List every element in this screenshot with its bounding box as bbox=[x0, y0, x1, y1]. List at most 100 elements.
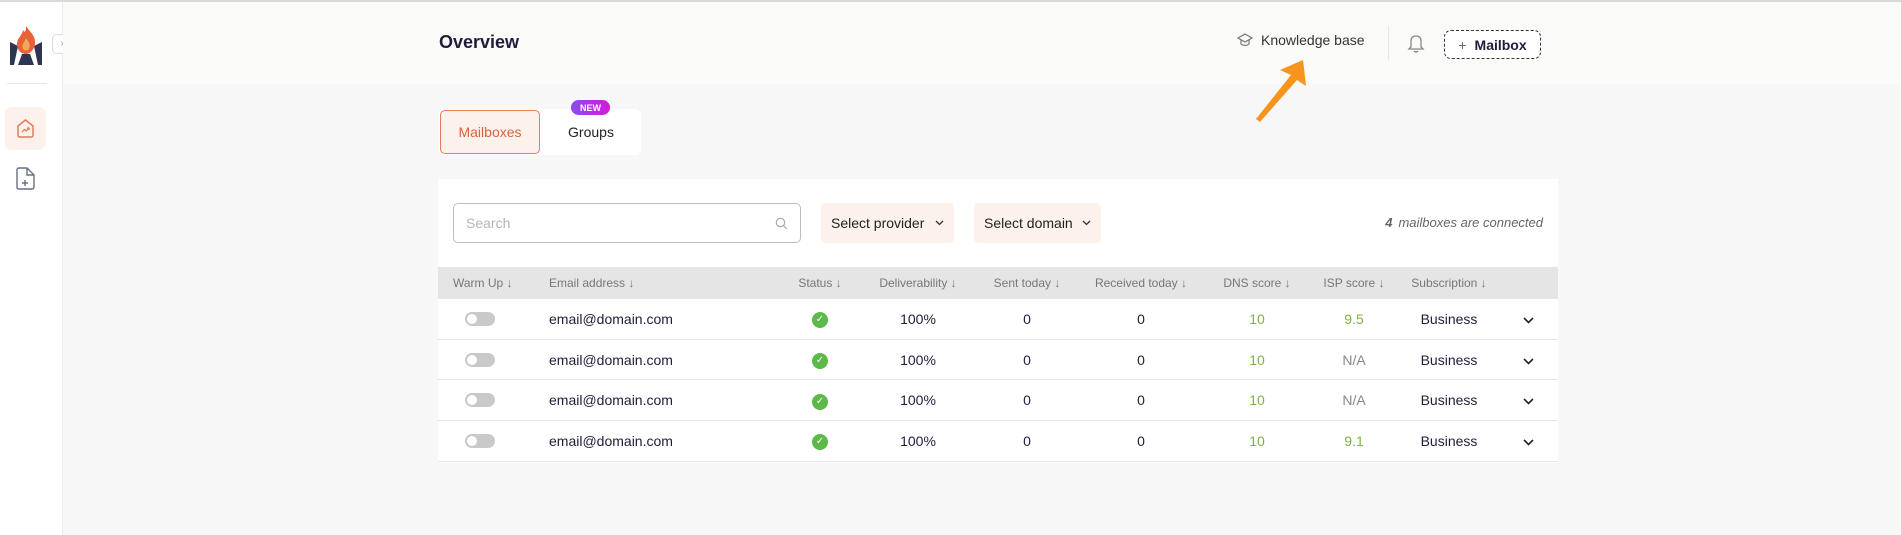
search-input[interactable]: Search bbox=[453, 203, 801, 243]
sidebar: › bbox=[0, 2, 72, 535]
table-row: email@domain.com ✓ 100% 0 0 10 N/A Busin… bbox=[438, 340, 1558, 381]
logo-icon bbox=[10, 26, 42, 65]
expand-row-button[interactable] bbox=[1510, 311, 1546, 327]
deliverability: 100% bbox=[900, 351, 936, 368]
chevron-down-icon bbox=[1522, 317, 1534, 324]
provider-select[interactable]: Select provider bbox=[821, 203, 954, 243]
bell-icon[interactable] bbox=[1405, 32, 1427, 54]
isp-score: N/A bbox=[1342, 392, 1366, 409]
table-row: email@domain.com ✓ 100% 0 0 10 9.5 Busin… bbox=[438, 299, 1558, 340]
column-label: Received today bbox=[1094, 276, 1178, 290]
mailboxes-card: Search Select provider Select domain 4 ma… bbox=[438, 179, 1558, 463]
search-icon bbox=[775, 217, 788, 229]
chevron-down-icon bbox=[1522, 357, 1534, 365]
email-address: email@domain.com bbox=[549, 432, 673, 449]
count-value: 4 bbox=[1385, 215, 1393, 230]
warmup-toggle[interactable] bbox=[438, 352, 530, 367]
expand-row-button[interactable] bbox=[1510, 352, 1546, 368]
column-label: Deliverability bbox=[879, 276, 948, 290]
subscription: Business bbox=[1420, 392, 1478, 409]
expand-row-button[interactable] bbox=[1510, 433, 1546, 449]
tab-mailboxes[interactable]: Mailboxes bbox=[440, 110, 540, 154]
deliverability: 100% bbox=[900, 432, 936, 449]
email-address: email@domain.com bbox=[549, 310, 673, 327]
column-label: DNS score bbox=[1223, 276, 1282, 290]
column-header-sent-today[interactable]: Sent today ↓ bbox=[993, 276, 1061, 290]
graduation-cap-icon bbox=[1237, 33, 1253, 47]
sent-today: 0 bbox=[1023, 432, 1031, 449]
column-label: Email address bbox=[549, 276, 626, 290]
deliverability: 100% bbox=[900, 310, 936, 327]
annotation-arrow-icon bbox=[1256, 60, 1306, 122]
received-today: 0 bbox=[1137, 432, 1145, 449]
search-placeholder: Search bbox=[466, 215, 511, 231]
isp-score: 9.5 bbox=[1344, 310, 1364, 327]
provider-select-label: Select provider bbox=[831, 215, 925, 231]
tab-bar: Mailboxes Groups bbox=[439, 109, 641, 155]
sent-today: 0 bbox=[1023, 351, 1031, 368]
subscription: Business bbox=[1420, 310, 1478, 327]
deliverability: 100% bbox=[900, 392, 936, 409]
count-label: mailboxes are connected bbox=[1398, 215, 1543, 230]
column-label: Warm Up bbox=[453, 276, 504, 290]
sent-today: 0 bbox=[1023, 392, 1031, 409]
warmup-toggle[interactable] bbox=[438, 311, 530, 326]
domain-select[interactable]: Select domain bbox=[974, 203, 1101, 243]
isp-score: N/A bbox=[1342, 351, 1366, 368]
chevron-down-icon bbox=[1522, 398, 1534, 405]
received-today: 0 bbox=[1137, 310, 1145, 327]
table-row: email@domain.com ✓ 100% 0 0 10 N/A Busin… bbox=[438, 380, 1558, 422]
chevron-down-icon bbox=[1082, 220, 1091, 226]
dns-score: 10 bbox=[1249, 351, 1265, 368]
domain-select-label: Select domain bbox=[984, 215, 1073, 231]
sent-today: 0 bbox=[1023, 310, 1031, 327]
received-today: 0 bbox=[1137, 351, 1145, 368]
add-document-icon[interactable] bbox=[14, 167, 36, 191]
dns-score: 10 bbox=[1249, 432, 1265, 449]
page-title: Overview bbox=[439, 32, 520, 52]
chevron-down-icon bbox=[1522, 439, 1534, 446]
dns-score: 10 bbox=[1249, 392, 1265, 409]
status-check-icon: ✓ bbox=[812, 353, 828, 370]
status-check-icon: ✓ bbox=[812, 434, 828, 451]
column-header-received-today[interactable]: Received today ↓ bbox=[1094, 276, 1188, 290]
column-header-email-address[interactable]: Email address ↓ bbox=[549, 276, 635, 290]
column-label: Status bbox=[798, 276, 833, 290]
home-chart-icon bbox=[17, 119, 34, 138]
header-divider bbox=[1388, 26, 1389, 60]
new-badge: NEW bbox=[571, 100, 610, 115]
column-header-isp-score[interactable]: ISP score ↓ bbox=[1323, 276, 1385, 290]
column-label: ISP score bbox=[1323, 276, 1376, 290]
chevron-down-icon bbox=[935, 220, 944, 226]
received-today: 0 bbox=[1137, 392, 1145, 409]
status-check-icon: ✓ bbox=[812, 393, 828, 410]
table-row: email@domain.com ✓ 100% 0 0 10 9.1 Busin… bbox=[438, 421, 1558, 462]
column-header-warm-up[interactable]: Warm Up ↓ bbox=[453, 276, 513, 290]
column-header-status[interactable]: Status ↓ bbox=[798, 276, 842, 290]
email-address: email@domain.com bbox=[549, 351, 673, 368]
subscription: Business bbox=[1420, 351, 1478, 368]
table-header: Warm Up ↓ Email address ↓ Status ↓ Delivera… bbox=[438, 267, 1558, 299]
sidebar-item-overview[interactable] bbox=[5, 107, 46, 150]
plus-icon: + bbox=[1458, 36, 1467, 53]
status-check-icon: ✓ bbox=[812, 312, 828, 329]
divider bbox=[7, 83, 47, 84]
column-header-subscription[interactable]: Subscription ↓ bbox=[1411, 276, 1487, 290]
connected-count: 4 mailboxes are connected bbox=[1385, 215, 1543, 230]
add-mailbox-button[interactable]: + Mailbox bbox=[1444, 30, 1541, 59]
column-header-dns-score[interactable]: DNS score ↓ bbox=[1223, 276, 1291, 290]
column-label: Sent today bbox=[993, 276, 1052, 290]
column-header-deliverability[interactable]: Deliverability ↓ bbox=[879, 276, 957, 290]
top-header bbox=[63, 2, 1901, 84]
column-label: Subscription bbox=[1411, 276, 1478, 290]
isp-score: 9.1 bbox=[1344, 432, 1364, 449]
add-mailbox-label: Mailbox bbox=[1474, 36, 1527, 53]
expand-row-button[interactable] bbox=[1510, 392, 1546, 408]
email-address: email@domain.com bbox=[549, 392, 673, 409]
knowledge-base-link[interactable]: Knowledge base bbox=[1237, 32, 1365, 48]
warmup-toggle[interactable] bbox=[438, 393, 530, 408]
tab-groups[interactable]: Groups bbox=[568, 124, 614, 140]
subscription: Business bbox=[1420, 432, 1478, 449]
warmup-toggle[interactable] bbox=[438, 433, 530, 448]
knowledge-base-label: Knowledge base bbox=[1261, 32, 1365, 48]
